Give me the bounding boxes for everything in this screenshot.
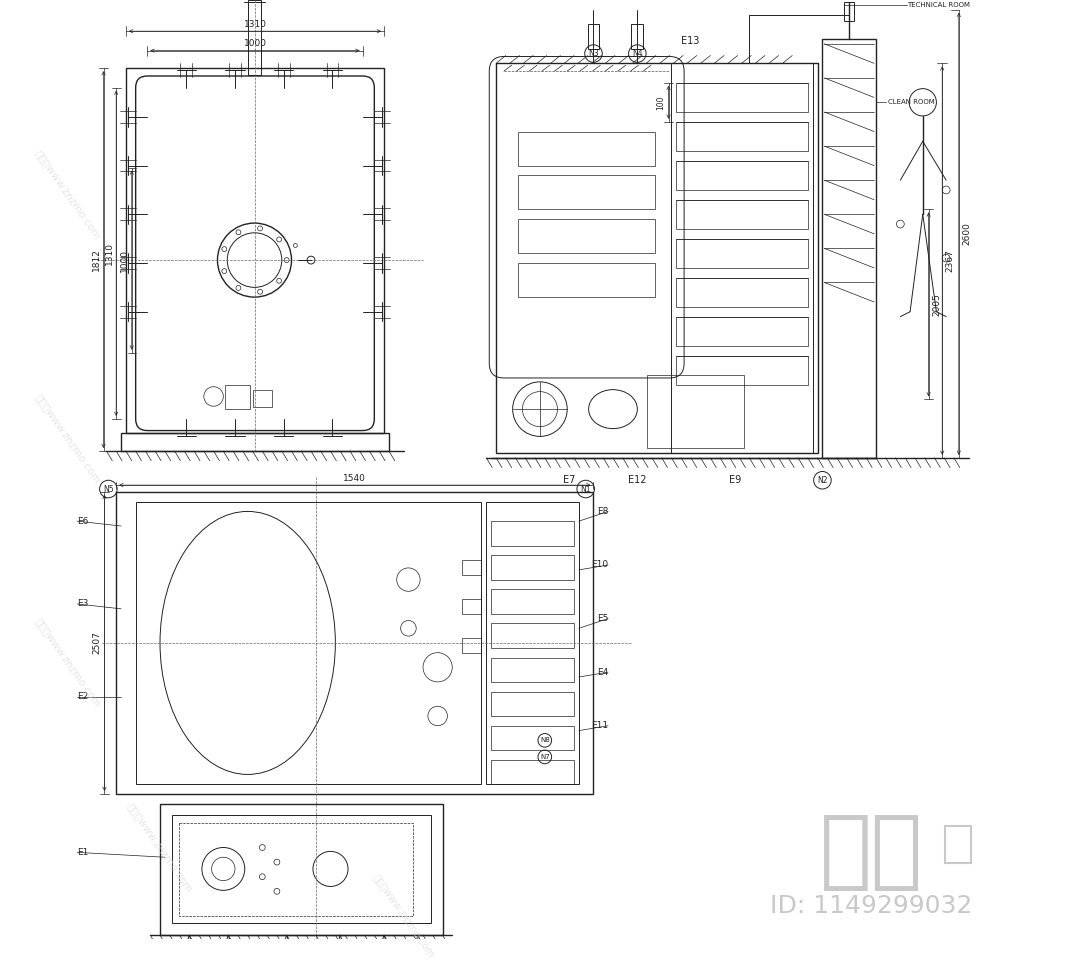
Text: TECHNICAL ROOM: TECHNICAL ROOM [908, 2, 970, 8]
Bar [647, 375, 744, 448]
Text: 2600: 2600 [962, 223, 971, 245]
Text: 知未网www.znzmo.com: 知未网www.znzmo.com [33, 392, 102, 485]
Bar [632, 24, 643, 49]
Bar [491, 760, 574, 784]
Text: E12: E12 [628, 475, 647, 485]
Text: E3: E3 [77, 600, 88, 608]
Bar [179, 823, 413, 916]
Bar [823, 39, 876, 458]
Text: E1: E1 [77, 848, 88, 857]
Bar [116, 492, 594, 794]
Text: N8: N8 [540, 737, 550, 743]
Text: 知末: 知末 [819, 811, 923, 894]
Text: 1000: 1000 [244, 40, 266, 48]
Bar [462, 638, 481, 653]
Text: 2507: 2507 [92, 631, 101, 655]
Bar [519, 131, 655, 166]
Bar [252, 389, 272, 407]
Bar [677, 161, 808, 190]
Text: E4: E4 [597, 668, 608, 677]
Bar [462, 599, 481, 614]
Text: E10: E10 [591, 560, 608, 570]
Text: E7: E7 [563, 475, 576, 485]
Text: CLEAN ROOM: CLEAN ROOM [888, 99, 934, 105]
Bar [671, 64, 813, 453]
Text: 2367: 2367 [945, 249, 955, 272]
Text: 100: 100 [656, 95, 665, 110]
Bar [519, 263, 655, 297]
Bar [491, 691, 574, 716]
Text: 1310: 1310 [244, 20, 266, 29]
Text: N3: N3 [589, 49, 599, 58]
Text: E2: E2 [77, 692, 88, 701]
Text: E8: E8 [597, 507, 608, 516]
Bar [677, 356, 808, 385]
Text: 知未网www.znzmo.com: 知未网www.znzmo.com [371, 872, 436, 959]
Bar [677, 83, 808, 112]
Bar [677, 200, 808, 228]
Text: ID: 1149299032: ID: 1149299032 [770, 894, 972, 918]
Bar [844, 2, 854, 21]
Bar [677, 316, 808, 346]
Text: N2: N2 [817, 476, 828, 485]
Text: 知未网www.znzmo.com: 知未网www.znzmo.com [126, 801, 194, 894]
Bar [519, 219, 655, 254]
Bar [519, 175, 655, 209]
Text: 2005: 2005 [932, 293, 941, 316]
Bar [248, 0, 261, 75]
Bar [226, 385, 249, 409]
Text: N7: N7 [540, 754, 550, 760]
Bar [491, 726, 574, 750]
Bar [172, 816, 431, 924]
Bar [587, 24, 599, 49]
Bar [135, 501, 481, 784]
Bar [491, 624, 574, 648]
Bar [491, 522, 574, 546]
Text: N1: N1 [580, 485, 591, 494]
Text: 1540: 1540 [344, 473, 366, 483]
Bar [496, 64, 817, 453]
Text: N5: N5 [103, 485, 114, 494]
Bar [160, 804, 442, 935]
Bar [491, 589, 574, 614]
Text: 知未网www.znzmo.com: 知未网www.znzmo.com [33, 616, 102, 709]
Bar [677, 121, 808, 151]
Text: 知末: 知末 [819, 811, 923, 894]
Text: E5: E5 [597, 614, 608, 623]
Bar [462, 560, 481, 575]
Text: N4: N4 [632, 49, 642, 58]
Bar [487, 501, 579, 784]
Text: 1812: 1812 [92, 248, 101, 271]
Bar [126, 68, 384, 434]
Text: 1000: 1000 [120, 249, 130, 272]
Bar [491, 555, 574, 579]
Bar [677, 239, 808, 268]
Text: 1310: 1310 [105, 242, 114, 265]
Text: E6: E6 [77, 517, 88, 525]
Bar [677, 278, 808, 307]
Text: E9: E9 [728, 475, 741, 485]
Text: 知未网www.znzmo.com: 知未网www.znzmo.com [33, 148, 102, 241]
Text: E13: E13 [681, 36, 699, 46]
Bar [491, 657, 574, 682]
Text: E11: E11 [591, 721, 608, 730]
Bar [121, 434, 389, 451]
